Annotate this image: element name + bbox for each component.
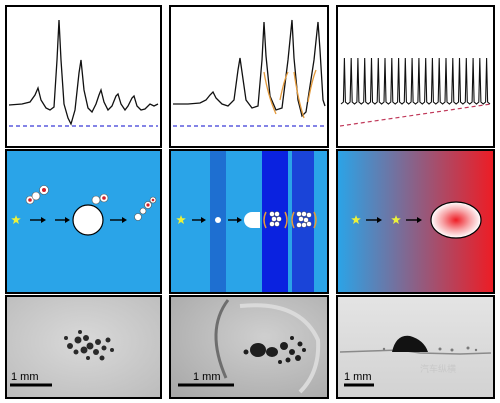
cluster-icon xyxy=(296,211,312,228)
droplet xyxy=(392,335,428,352)
particle-cluster-icon xyxy=(25,185,49,205)
scale-bar-label: 1 mm xyxy=(344,371,372,383)
star-icon xyxy=(176,215,186,224)
arrowhead-icon xyxy=(377,217,382,223)
arrowhead-icon xyxy=(201,217,206,223)
star-icon xyxy=(11,215,21,224)
baseline-right xyxy=(339,103,492,127)
bubble-icon xyxy=(72,204,104,236)
fit-curve-middle xyxy=(263,69,317,119)
scale-bar-label: 1 mm xyxy=(193,371,221,383)
arrowhead-icon xyxy=(417,217,422,223)
watermark: 汽车纵横 xyxy=(420,363,456,375)
star-icon xyxy=(391,215,401,224)
particle-aggregate xyxy=(64,330,114,361)
cluster-icon xyxy=(269,211,282,227)
ellipse-icon xyxy=(430,201,482,239)
trace-left xyxy=(8,19,159,126)
column-left: 1 mm xyxy=(5,5,162,399)
shock-band-3 xyxy=(292,151,314,292)
scale-bar-label: 1 mm xyxy=(11,371,39,383)
fit-arc-icon xyxy=(263,211,288,229)
signal-panel-right xyxy=(336,5,495,148)
micrograph-panel-middle xyxy=(169,295,329,399)
star-icon xyxy=(351,215,361,224)
fit-arc-icon xyxy=(291,211,317,229)
arrowhead-icon xyxy=(122,217,127,223)
column-right: 1 mm 汽车纵横 xyxy=(336,5,495,399)
signal-panel-left xyxy=(5,5,162,148)
shock-band-edge xyxy=(314,151,327,292)
debris xyxy=(382,346,478,352)
signal-panel-middle xyxy=(169,5,329,148)
arrowhead-icon xyxy=(65,217,70,223)
dot-icon xyxy=(215,217,221,223)
shock-halo xyxy=(239,303,321,394)
particle-aggregate xyxy=(243,336,306,364)
arrowhead-icon xyxy=(237,217,242,223)
arrowhead-icon xyxy=(41,217,46,223)
breakup-icon xyxy=(134,196,157,221)
column-middle: 1 mm xyxy=(169,5,329,399)
shock-front xyxy=(214,299,230,379)
trace-middle xyxy=(173,19,326,118)
half-bubble-icon xyxy=(244,212,260,228)
trace-right xyxy=(340,57,491,105)
bubble-particle-icon xyxy=(91,193,109,205)
